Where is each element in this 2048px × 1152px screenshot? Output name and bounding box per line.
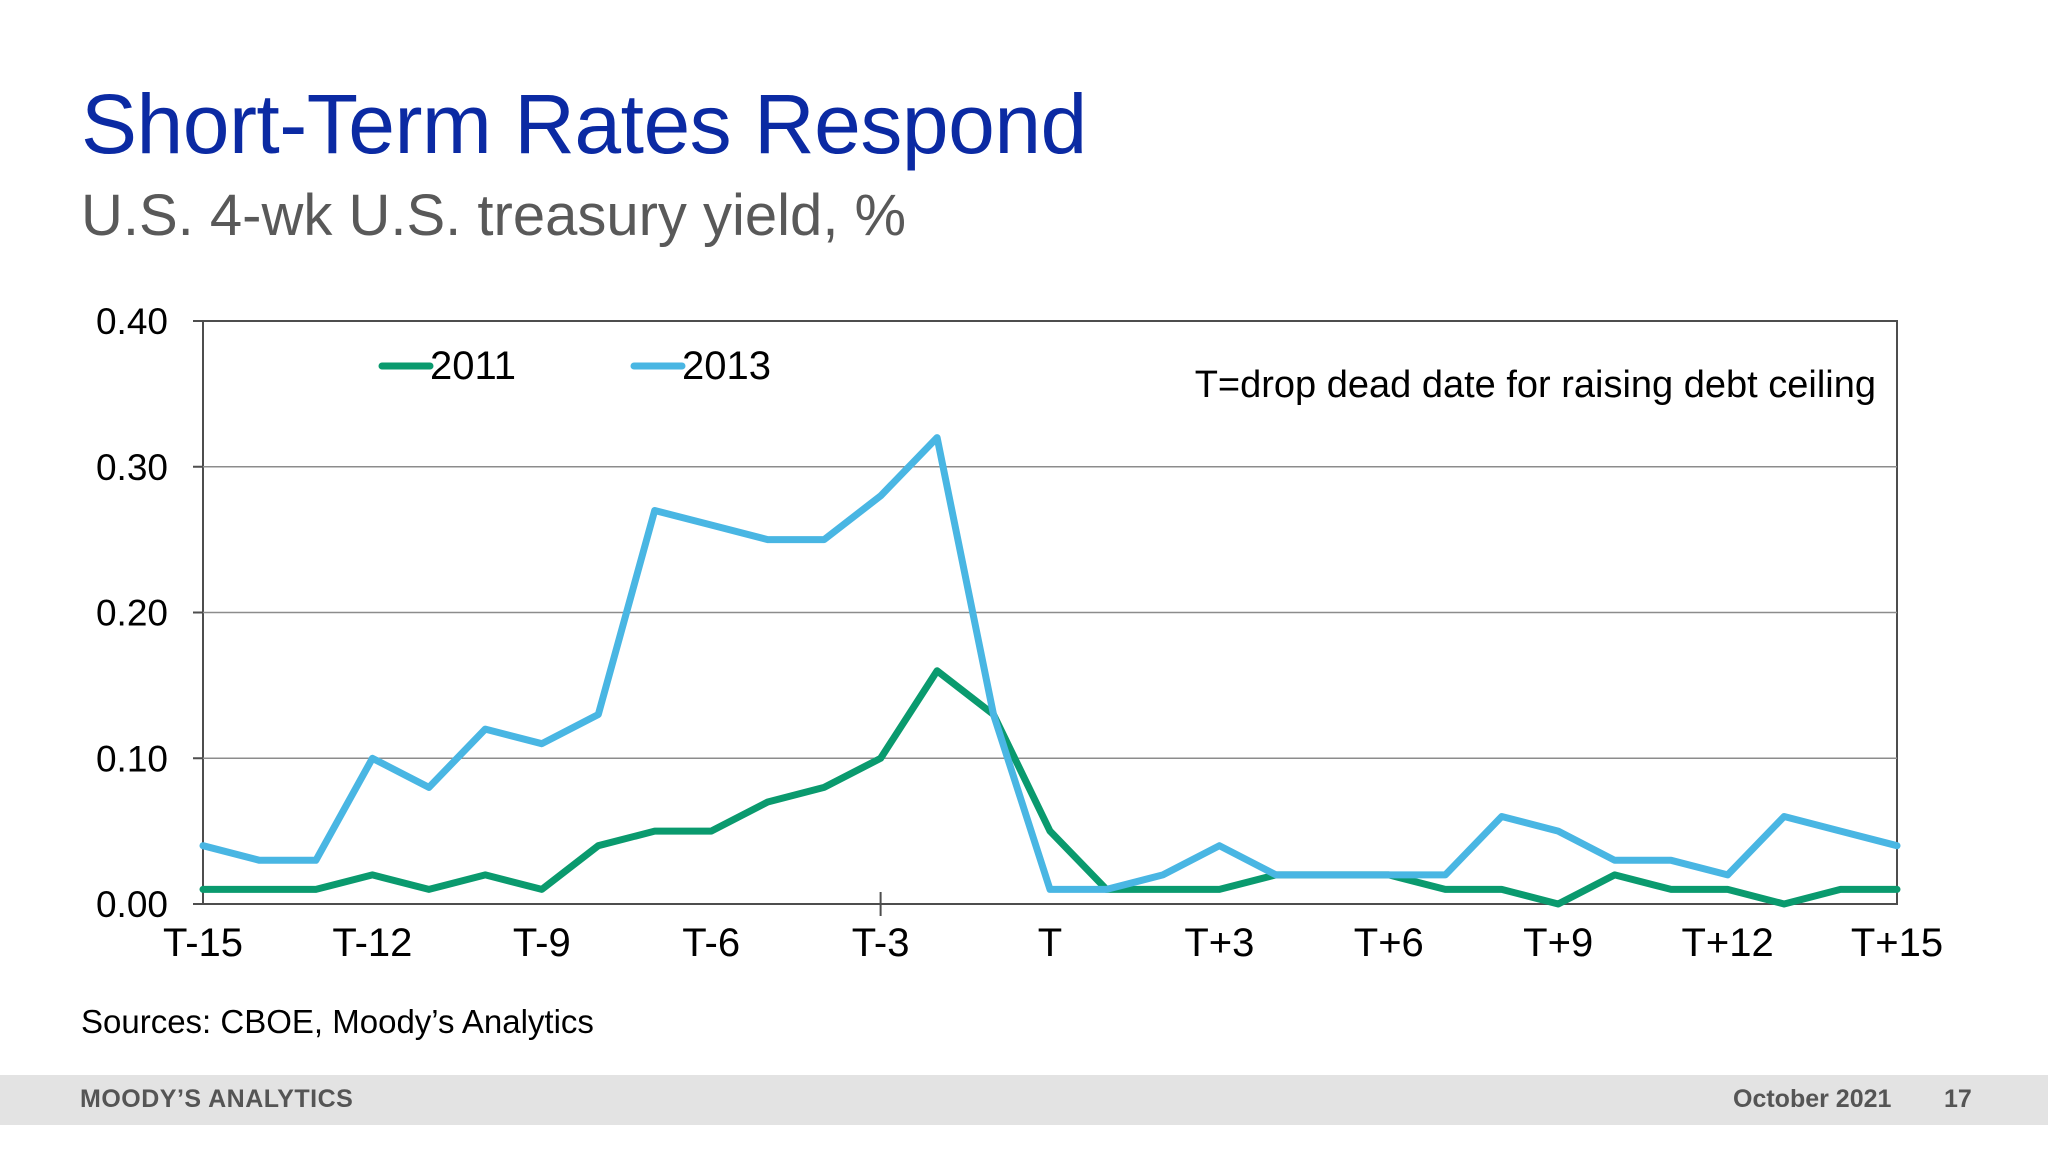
x-tick-label: T+3 bbox=[1184, 921, 1254, 965]
x-tick-label: T-3 bbox=[852, 921, 910, 965]
page-number: 17 bbox=[1944, 1085, 1972, 1113]
legend-label-2011: 2011 bbox=[430, 344, 516, 388]
slide-subtitle: U.S. 4-wk U.S. treasury yield, % bbox=[81, 183, 907, 248]
x-tick-label: T+12 bbox=[1681, 921, 1773, 965]
y-tick-label: 0.30 bbox=[96, 447, 168, 488]
slide-title: Short-Term Rates Respond bbox=[81, 77, 1087, 171]
x-tick-label: T-9 bbox=[513, 921, 571, 965]
footer-date: October 2021 bbox=[1733, 1085, 1892, 1113]
yield-line-chart: 0.00 0.10 0.20 0.30 0.40 T-15 T-12 T-9 T-6 T-3 T T+… bbox=[96, 301, 1943, 965]
y-tick-label: 0.00 bbox=[96, 884, 168, 925]
legend-label-2013: 2013 bbox=[682, 344, 771, 388]
x-tick-label: T-15 bbox=[163, 921, 243, 965]
series-lines bbox=[199, 434, 1901, 908]
chart-annotation: T=drop dead date for raising debt ceilin… bbox=[1195, 364, 1876, 406]
legend: 2011 2013 bbox=[378, 344, 771, 388]
x-tick-label: T+6 bbox=[1354, 921, 1424, 965]
x-tick-label: T bbox=[1038, 921, 1062, 965]
y-tick-label: 0.20 bbox=[96, 593, 168, 634]
footer-bar: MOODY’S ANALYTICS October 2021 17 bbox=[0, 1075, 2048, 1125]
gridlines bbox=[202, 320, 1898, 905]
y-tick-label: 0.40 bbox=[96, 301, 168, 342]
x-tick-label: T+15 bbox=[1851, 921, 1943, 965]
brand-wordmark: MOODY’S ANALYTICS bbox=[80, 1085, 354, 1113]
sources-note: Sources: CBOE, Moody’s Analytics bbox=[81, 1003, 594, 1040]
series-line-2011 bbox=[199, 667, 1901, 908]
x-tick-label: T+9 bbox=[1523, 921, 1593, 965]
x-tick-label: T-12 bbox=[332, 921, 412, 965]
x-tick-label: T-6 bbox=[682, 921, 740, 965]
axes: 0.00 0.10 0.20 0.30 0.40 T-15 T-12 T-9 T-6 T-3 T T+… bbox=[96, 301, 1943, 965]
y-tick-label: 0.10 bbox=[96, 738, 168, 779]
series-line-2013 bbox=[199, 434, 1901, 893]
